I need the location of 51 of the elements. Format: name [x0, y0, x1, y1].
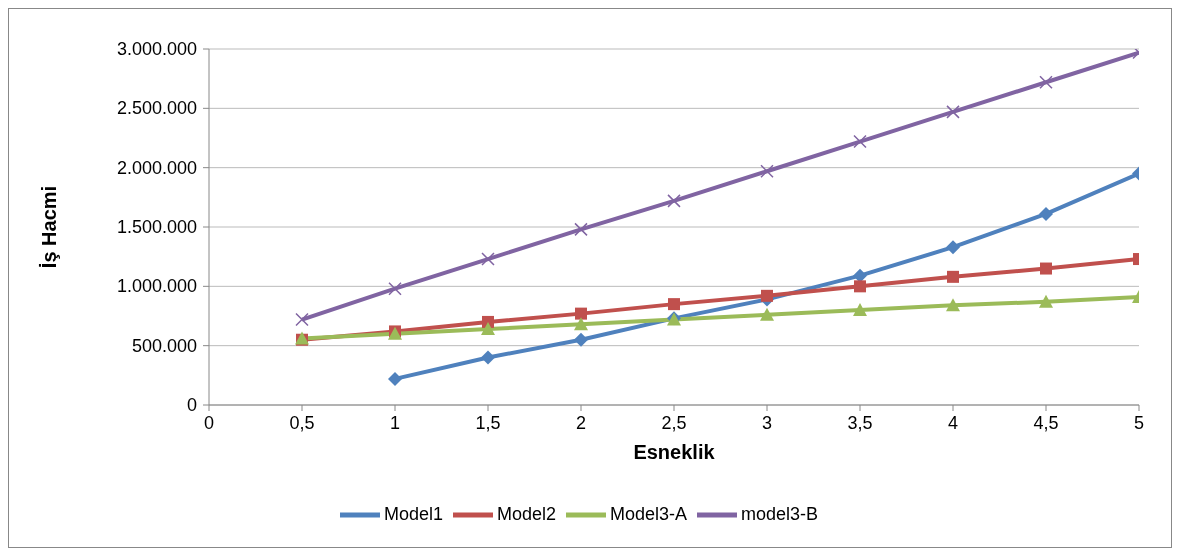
point [853, 134, 867, 149]
point [946, 105, 960, 119]
point [574, 317, 588, 331]
y-tick-label: 3.000.000 [116, 39, 197, 59]
y-tick-label: 1.000.000 [116, 276, 197, 297]
point [481, 252, 495, 266]
point [668, 298, 680, 311]
point [388, 281, 402, 296]
point [667, 194, 681, 208]
x-tick-label: 2,5 [661, 413, 687, 433]
point [853, 303, 867, 317]
point [295, 312, 309, 327]
point [760, 307, 774, 321]
y-tick-label: 1.500.000 [116, 217, 197, 237]
x-axis-title: Esneklik [633, 441, 716, 464]
x-tick-label: 0 [203, 413, 215, 433]
point [946, 240, 960, 255]
point [946, 298, 960, 312]
point [761, 289, 773, 302]
point [1039, 206, 1053, 221]
x-tick-label: 5 [1133, 413, 1145, 433]
legend-label: Model1 [383, 503, 443, 524]
x-tick-label: 4,5 [1033, 413, 1059, 433]
point [760, 164, 774, 178]
point [854, 280, 866, 293]
point [853, 268, 867, 283]
y-tick-label: 2.500.000 [116, 98, 197, 119]
y-tick-label: 500.000 [131, 335, 197, 356]
x-tick-label: 2 [575, 413, 587, 433]
x-tick-label: 1,5 [475, 413, 501, 433]
y-tick-label: 2.000.000 [116, 157, 197, 178]
x-tick-label: 0,5 [289, 413, 315, 433]
point [1039, 294, 1053, 308]
x-tick-label: 3,5 [847, 413, 873, 433]
point [574, 222, 588, 237]
point [388, 371, 402, 386]
point [1040, 262, 1052, 275]
point [574, 332, 588, 347]
y-tick-label: 0 [186, 395, 197, 415]
x-tick-label: 3 [761, 413, 773, 433]
legend-label: Model3-A [610, 503, 688, 524]
point [1039, 75, 1053, 89]
point [947, 270, 959, 283]
legend-label: Model2 [496, 503, 556, 524]
point [481, 322, 495, 336]
legend-label: model3-B [741, 503, 819, 524]
point [575, 307, 587, 320]
y-axis-title: İş Hacmi [38, 185, 61, 269]
point [481, 350, 495, 365]
x-tick-label: 4 [947, 413, 959, 433]
x-tick-label: 1 [389, 413, 401, 433]
